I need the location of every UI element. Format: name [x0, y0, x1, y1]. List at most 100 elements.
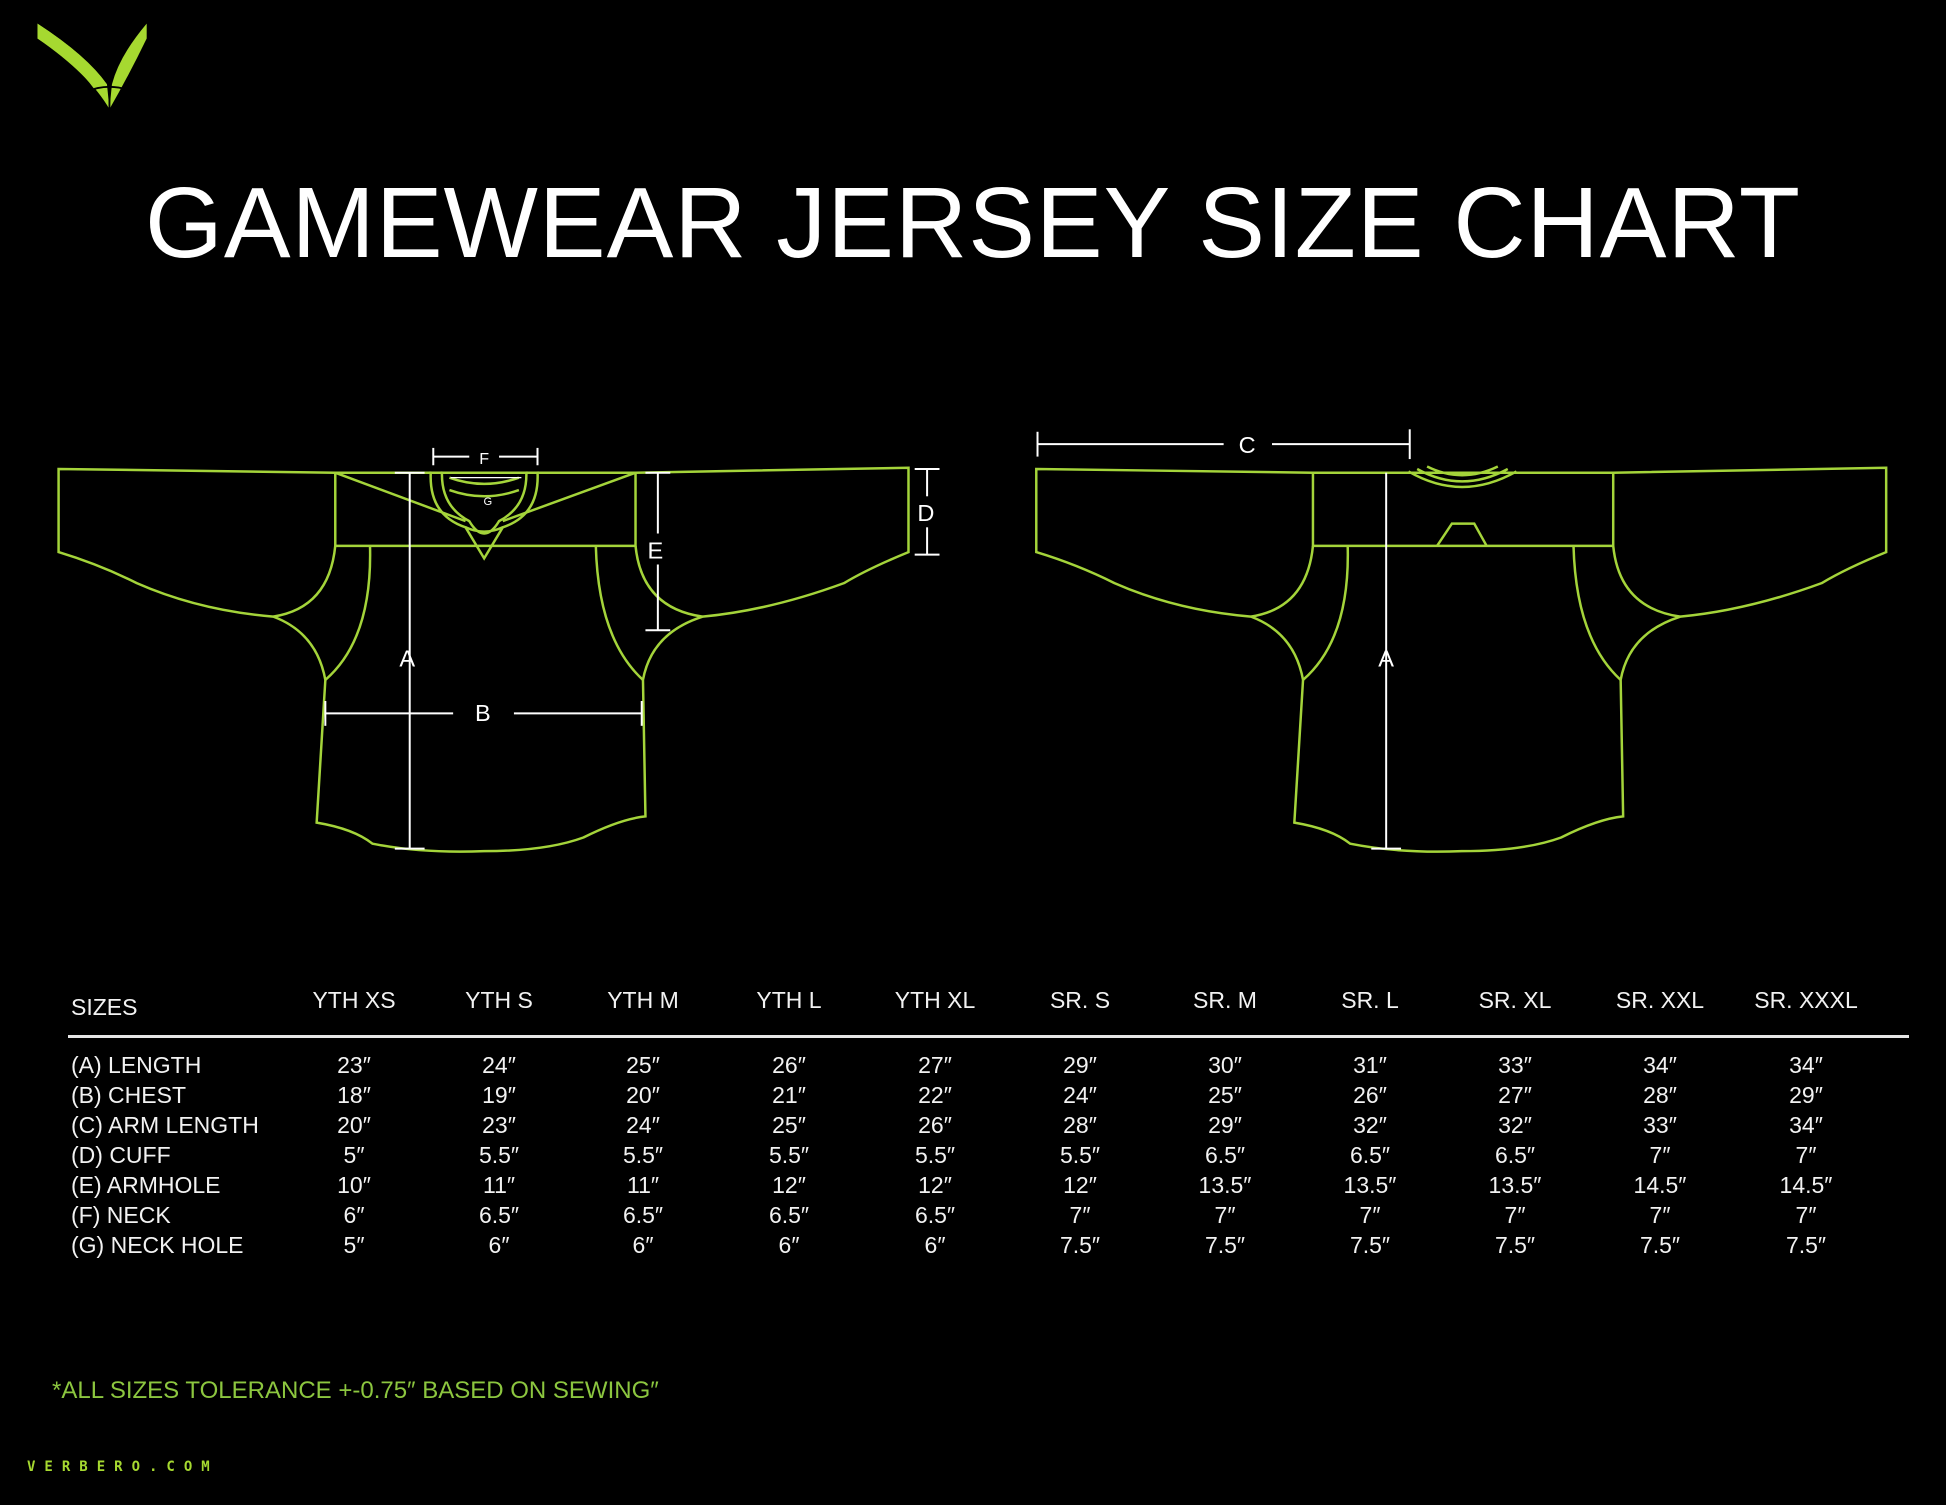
- table-cell: 7″: [1795, 1202, 1817, 1228]
- table-cell: 7.5″: [1059, 1232, 1101, 1258]
- table-cell: 31″: [1353, 1052, 1387, 1078]
- table-cell: 34″: [1789, 1052, 1823, 1078]
- table-cell: 13.5″: [1488, 1172, 1542, 1198]
- table-cell: 27″: [1498, 1082, 1532, 1108]
- label-f: F: [479, 450, 489, 468]
- table-cell: 7″: [1214, 1202, 1236, 1228]
- column-header: SR. M: [1193, 987, 1257, 1013]
- table-cell: 32″: [1353, 1112, 1387, 1138]
- table-cell: 7″: [1359, 1202, 1381, 1228]
- table-cell: 24″: [482, 1052, 516, 1078]
- table-cell: 29″: [1063, 1052, 1097, 1078]
- table-cell: 28″: [1063, 1112, 1097, 1138]
- table-cell: 24″: [626, 1112, 660, 1138]
- table-cell: 29″: [1208, 1112, 1242, 1138]
- table-cell: 13.5″: [1343, 1172, 1397, 1198]
- table-cell: 6.5″: [478, 1202, 520, 1228]
- table-cell: 7.5″: [1639, 1232, 1681, 1258]
- column-header: SR. XXXL: [1754, 987, 1858, 1013]
- label-d: D: [917, 500, 934, 526]
- table-cell: 5″: [343, 1142, 365, 1168]
- table-cell: 12″: [918, 1172, 952, 1198]
- label-g: G: [484, 496, 493, 508]
- table-cell: 34″: [1643, 1052, 1677, 1078]
- row-label: (B) CHEST: [71, 1082, 186, 1108]
- label-b: B: [475, 700, 491, 726]
- table-cell: 27″: [918, 1052, 952, 1078]
- table-cell: 20″: [337, 1112, 371, 1138]
- table-cell: 6.5″: [1349, 1142, 1391, 1168]
- table-cell: 5.5″: [478, 1142, 520, 1168]
- table-cell: 5.5″: [622, 1142, 664, 1168]
- row-label: (F) NECK: [71, 1202, 171, 1228]
- row-label: (G) NECK HOLE: [71, 1232, 244, 1258]
- label-e: E: [648, 537, 664, 563]
- table-cell: 5.5″: [914, 1142, 956, 1168]
- table-cell: 7″: [1069, 1202, 1091, 1228]
- table-cell: 28″: [1643, 1082, 1677, 1108]
- column-header: SR. S: [1049, 987, 1111, 1013]
- row-label: (C) ARM LENGTH: [71, 1112, 259, 1138]
- table-cell: 7″: [1649, 1142, 1671, 1168]
- table-cell: 24″: [1063, 1082, 1097, 1108]
- row-label: (A) LENGTH: [71, 1052, 202, 1078]
- table-cell: 33″: [1498, 1052, 1532, 1078]
- table-cell: 6″: [632, 1232, 654, 1258]
- website-link[interactable]: VERBERO.COM: [27, 1459, 219, 1475]
- verbero-logo: [37, 23, 147, 111]
- table-cell: 20″: [626, 1082, 660, 1108]
- table-cell: 19″: [482, 1082, 516, 1108]
- column-header: YTH S: [465, 987, 533, 1013]
- tolerance-footnote: *ALL SIZES TOLERANCE +-0.75″ BASED ON SE…: [52, 1377, 659, 1404]
- column-header: YTH XL: [894, 987, 976, 1013]
- front-collar: [334, 471, 636, 561]
- label-c: C: [1239, 432, 1256, 458]
- table-cell: 32″: [1498, 1112, 1532, 1138]
- table-cell: 6.5″: [1494, 1142, 1536, 1168]
- table-cell: 18″: [337, 1082, 371, 1108]
- table-cell: 7″: [1649, 1202, 1671, 1228]
- row-label: (D) CUFF: [71, 1142, 171, 1168]
- column-header: SR. XXL: [1615, 987, 1705, 1013]
- table-cell: 6″: [343, 1202, 365, 1228]
- sizes-header-label: SIZES: [71, 994, 138, 1020]
- column-header: YTH M: [607, 987, 679, 1013]
- table-cell: 11″: [626, 1172, 660, 1198]
- table-cell: 26″: [918, 1112, 952, 1138]
- table-cell: 6.5″: [768, 1202, 810, 1228]
- table-cell: 7″: [1795, 1142, 1817, 1168]
- page-title: GAMEWEAR JERSEY SIZE CHART: [145, 167, 1801, 279]
- row-label: (E) ARMHOLE: [71, 1172, 221, 1198]
- front-jersey: A B F G D E: [57, 447, 940, 853]
- table-cell: 6″: [924, 1232, 946, 1258]
- table-cell: 29″: [1789, 1082, 1823, 1108]
- table-cell: 23″: [337, 1052, 371, 1078]
- table-cell: 22″: [918, 1082, 952, 1108]
- table-cell: 25″: [626, 1052, 660, 1078]
- table-cell: 25″: [772, 1112, 806, 1138]
- table-cell: 7.5″: [1494, 1232, 1536, 1258]
- table-cell: 5.5″: [1059, 1142, 1101, 1168]
- table-cell: 34″: [1789, 1112, 1823, 1138]
- table-cell: 10″: [337, 1172, 371, 1198]
- table-cell: 25″: [1208, 1082, 1242, 1108]
- table-cell: 12″: [1063, 1172, 1097, 1198]
- table-divider: [68, 1035, 1909, 1038]
- table-cell: 6″: [488, 1232, 510, 1258]
- table-cell: 5.5″: [768, 1142, 810, 1168]
- label-a: A: [399, 645, 415, 671]
- table-cell: 7″: [1504, 1202, 1526, 1228]
- table-cell: 14.5″: [1779, 1172, 1833, 1198]
- table-cell: 30″: [1208, 1052, 1242, 1078]
- table-cell: 5″: [343, 1232, 365, 1258]
- table-cell: 12″: [772, 1172, 806, 1198]
- table-cell: 6.5″: [1204, 1142, 1246, 1168]
- table-cell: 14.5″: [1633, 1172, 1687, 1198]
- back-measure-lines: [1036, 429, 1411, 850]
- column-header: YTH L: [756, 987, 822, 1013]
- table-cell: 23″: [482, 1112, 516, 1138]
- label-a-back: A: [1378, 645, 1394, 671]
- column-header: YTH XS: [312, 987, 396, 1013]
- table-cell: 13.5″: [1198, 1172, 1252, 1198]
